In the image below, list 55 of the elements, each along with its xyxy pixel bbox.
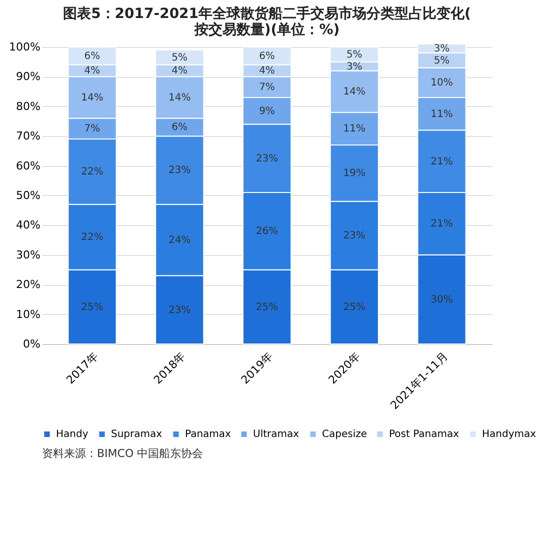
data-label: 7% bbox=[84, 124, 100, 135]
y-tick-label: 40% bbox=[16, 218, 40, 232]
legend-label: Handymax bbox=[482, 429, 536, 440]
data-label: 14% bbox=[343, 86, 366, 98]
y-tick-label: 70% bbox=[16, 130, 40, 143]
y-tick-label: 60% bbox=[16, 159, 40, 172]
data-label: 6% bbox=[172, 122, 188, 134]
data-label: 4% bbox=[259, 66, 275, 77]
legend-label: Handy bbox=[56, 429, 88, 440]
data-label: 23% bbox=[168, 165, 191, 176]
y-tick-label: 0% bbox=[23, 338, 40, 350]
data-label: 23% bbox=[343, 230, 366, 242]
data-label: 25% bbox=[343, 302, 366, 313]
data-label: 10% bbox=[430, 78, 453, 89]
data-label: 5% bbox=[346, 49, 362, 60]
y-tick-label: 80% bbox=[16, 100, 40, 113]
data-label: 24% bbox=[168, 235, 191, 246]
data-label: 7% bbox=[259, 82, 275, 94]
data-label: 5% bbox=[434, 55, 450, 66]
data-label: 6% bbox=[84, 50, 100, 62]
y-tick-label: 10% bbox=[16, 308, 40, 321]
text: 资料来源：BIMCO 中国船东协会 bbox=[42, 447, 204, 460]
data-label: 22% bbox=[81, 232, 104, 244]
data-label: 23% bbox=[168, 304, 191, 316]
legend-label: Capesize bbox=[322, 429, 367, 440]
legend-label: Post Panamax bbox=[389, 429, 460, 440]
data-label: 14% bbox=[168, 92, 191, 104]
data-label: 26% bbox=[256, 226, 278, 238]
data-label: 14% bbox=[81, 92, 104, 104]
data-label: 9% bbox=[259, 106, 275, 117]
legend-label: Panamax bbox=[185, 429, 232, 440]
legend-label: Supramax bbox=[111, 429, 162, 440]
chart-title: 图表5：2017-2021年全球散货船二手交易市场分类型占比变化(按交易数量)(单位：%) bbox=[63, 4, 471, 38]
data-label: 22% bbox=[81, 166, 104, 178]
data-label: 21% bbox=[430, 156, 453, 168]
data-label: 30% bbox=[430, 294, 453, 306]
y-tick-label: 30% bbox=[16, 248, 40, 262]
data-label: 11% bbox=[430, 108, 453, 120]
data-label: 25% bbox=[256, 302, 278, 313]
y-tick-label: 90% bbox=[16, 70, 40, 84]
y-tick-label: 100% bbox=[9, 40, 40, 54]
data-label: 5% bbox=[172, 52, 188, 64]
data-label: 19% bbox=[343, 168, 366, 180]
data-label: 25% bbox=[81, 302, 104, 313]
data-label: 6% bbox=[259, 50, 275, 62]
data-label: 11% bbox=[343, 124, 366, 135]
y-tick-label: 20% bbox=[16, 278, 40, 292]
data-label: 3% bbox=[346, 61, 362, 72]
legend-label: Ultramax bbox=[253, 429, 300, 440]
data-label: 3% bbox=[434, 43, 450, 54]
data-label: 23% bbox=[256, 153, 278, 164]
data-label: 4% bbox=[172, 66, 188, 77]
data-label: 4% bbox=[84, 66, 100, 77]
data-label: 21% bbox=[430, 218, 453, 230]
y-tick-label: 50% bbox=[16, 188, 40, 202]
